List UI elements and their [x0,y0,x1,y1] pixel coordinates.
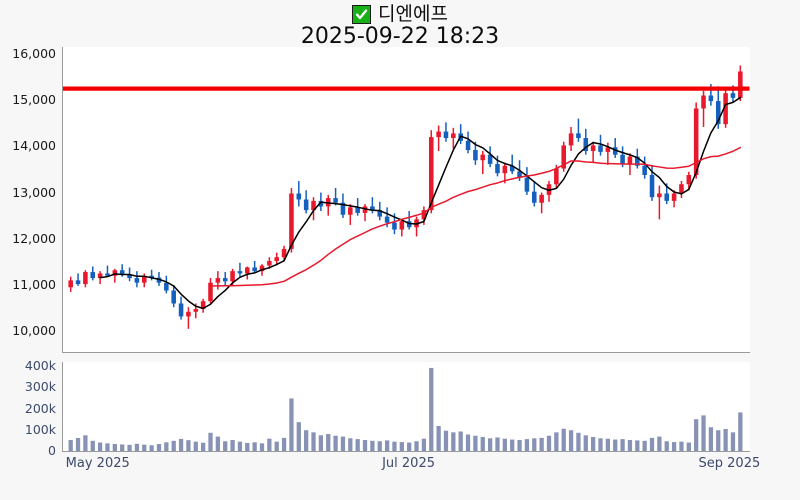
volume-plot [68,367,743,451]
price-axis-tick: 11,000 [12,276,56,292]
price-axis-tick: 15,000 [12,92,56,108]
x-axis-tick: Sep 2025 [698,456,761,471]
chart-header: 디엔에프 2025-09-22 18:23 [0,0,800,49]
x-axis-tick: Jul 2025 [382,456,435,471]
timestamp-label: 2025-09-22 18:23 [300,24,500,49]
page-title: 디엔에프 [378,3,448,25]
check-box-green-icon [352,4,372,24]
volume-axis-tick: 100k [24,421,56,437]
price-axis-tick: 12,000 [12,230,56,246]
candlestick-plot [63,65,750,329]
x-axis-tick: May 2025 [65,456,130,471]
volume-axis-tick: 400k [24,358,56,374]
volume-axis-tick: 300k [24,379,56,395]
price-axis-tick: 10,000 [12,323,56,339]
volume-axis-tick: 200k [24,400,56,416]
price-axis-tick: 13,000 [12,184,56,200]
price-axis-tick: 14,000 [12,138,56,154]
title-row: 디엔에프 [0,2,800,26]
price-chart-panel [62,47,750,353]
volume-axis-tick: 0 [48,443,56,458]
price-axis-tick: 16,000 [12,45,56,61]
volume-chart-panel [62,362,750,452]
